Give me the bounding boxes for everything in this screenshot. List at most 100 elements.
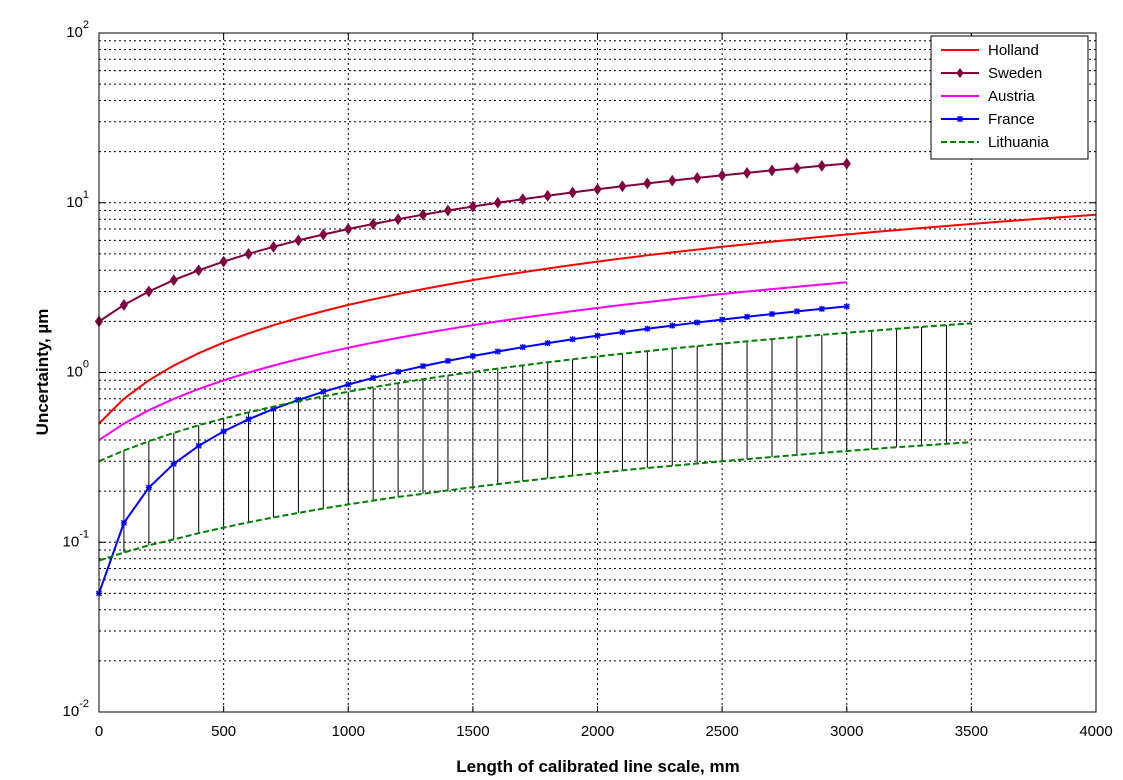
- y-tick-base: 10: [66, 24, 83, 41]
- france-point: [843, 303, 850, 310]
- austria-line: [98, 281, 847, 441]
- sweden-point: [568, 186, 577, 199]
- sweden-point: [369, 218, 378, 230]
- france-point: [420, 363, 427, 370]
- x-tick-label: 4000: [1079, 723, 1112, 740]
- sweden-point: [269, 240, 278, 253]
- legend: Holland Sweden Austria France Lithuania: [930, 35, 1089, 160]
- legend-label-lithuania: Lithuania: [988, 134, 1050, 151]
- x-tick-label: 1500: [456, 723, 489, 740]
- france-point: [345, 381, 352, 388]
- sweden-point: [742, 166, 752, 179]
- legend-marker-sweden: [956, 68, 964, 78]
- france-point: [395, 368, 402, 375]
- sweden-point: [294, 234, 303, 247]
- sweden-point: [468, 200, 477, 213]
- legend-box: [930, 35, 1089, 160]
- sweden-point: [668, 174, 677, 187]
- sweden-point: [119, 299, 129, 311]
- sweden-point: [842, 157, 851, 170]
- y-tick-exponent: 0: [83, 359, 89, 371]
- france-point: [818, 305, 825, 312]
- france-point: [444, 357, 451, 364]
- france-point: [270, 405, 277, 412]
- sweden-point: [593, 183, 602, 196]
- sweden-point: [319, 228, 328, 241]
- sweden-point: [418, 208, 428, 221]
- france-point: [494, 348, 501, 355]
- france-point: [295, 396, 302, 403]
- x-tick-label: 0: [95, 723, 103, 740]
- france-point: [694, 319, 701, 326]
- sweden-point: [144, 285, 153, 298]
- y-tick-exponent: -2: [79, 698, 89, 710]
- france-point: [669, 322, 676, 329]
- x-tick-label: 3000: [830, 723, 863, 740]
- france-point: [120, 519, 127, 526]
- sweden-point: [393, 213, 403, 226]
- france-point: [569, 336, 576, 343]
- y-tick-exponent: 2: [83, 19, 89, 31]
- sweden-point: [344, 223, 353, 235]
- france-point: [195, 442, 202, 449]
- x-tick-label: 2500: [705, 723, 738, 740]
- legend-label-austria: Austria: [988, 88, 1035, 105]
- y-tick-base: 10: [66, 194, 83, 211]
- sweden-point: [817, 159, 826, 172]
- sweden-point: [518, 193, 527, 206]
- france-point: [744, 313, 751, 320]
- x-tick-label: 2000: [581, 723, 614, 740]
- france-point: [170, 460, 177, 467]
- france-point: [619, 329, 626, 336]
- legend-label-sweden: Sweden: [988, 65, 1042, 82]
- y-axis-title: Uncertainty, µm: [33, 309, 52, 436]
- legend-label-holland: Holland: [988, 42, 1039, 59]
- sweden-point: [169, 274, 178, 287]
- france-point: [768, 311, 775, 318]
- y-tick-base: 10: [66, 364, 83, 381]
- sweden-point: [618, 180, 627, 193]
- sweden-point: [643, 177, 652, 190]
- grid: [99, 33, 1096, 712]
- holland-line: [98, 213, 1097, 425]
- y-tick-exponent: 1: [83, 189, 89, 201]
- france-point: [519, 344, 526, 351]
- lithuania-lower-line: [98, 441, 972, 562]
- france-point: [320, 388, 327, 395]
- x-axis-title: Length of calibrated line scale, mm: [456, 757, 739, 776]
- france-point: [793, 308, 800, 315]
- sweden-point: [244, 247, 253, 260]
- y-tick-label: 101: [66, 189, 89, 211]
- france-point: [469, 353, 476, 360]
- y-tick-label: 10-2: [63, 698, 89, 720]
- sweden-point: [792, 162, 802, 174]
- france-point: [644, 325, 651, 332]
- sweden-point: [443, 204, 453, 217]
- x-axis: 0 500 1000 1500 2000 2500 3000 3500 4000: [95, 33, 1113, 740]
- y-tick-base: 10: [63, 703, 80, 720]
- y-tick-exponent: -1: [79, 528, 89, 540]
- y-tick-base: 10: [63, 533, 80, 550]
- france-point: [220, 428, 227, 435]
- legend-marker-france: [957, 116, 963, 122]
- sweden-point: [693, 172, 702, 184]
- y-tick-label: 102: [66, 19, 89, 41]
- france-point: [719, 316, 726, 323]
- sweden-point: [493, 196, 502, 209]
- y-tick-label: 100: [66, 359, 89, 381]
- france-point: [544, 340, 551, 347]
- france-point: [370, 374, 377, 381]
- france-point: [145, 484, 152, 491]
- lithuania-upper-line: [98, 322, 972, 463]
- sweden-point: [219, 255, 228, 268]
- series-layer: [94, 157, 1097, 597]
- y-tick-label: 10-1: [63, 528, 89, 550]
- france-point: [245, 416, 252, 423]
- sweden-point: [194, 264, 203, 277]
- x-tick-label: 500: [211, 723, 236, 740]
- x-tick-label: 3500: [955, 723, 988, 740]
- legend-label-france: France: [988, 111, 1035, 128]
- x-tick-label: 1000: [332, 723, 365, 740]
- sweden-point: [718, 169, 727, 182]
